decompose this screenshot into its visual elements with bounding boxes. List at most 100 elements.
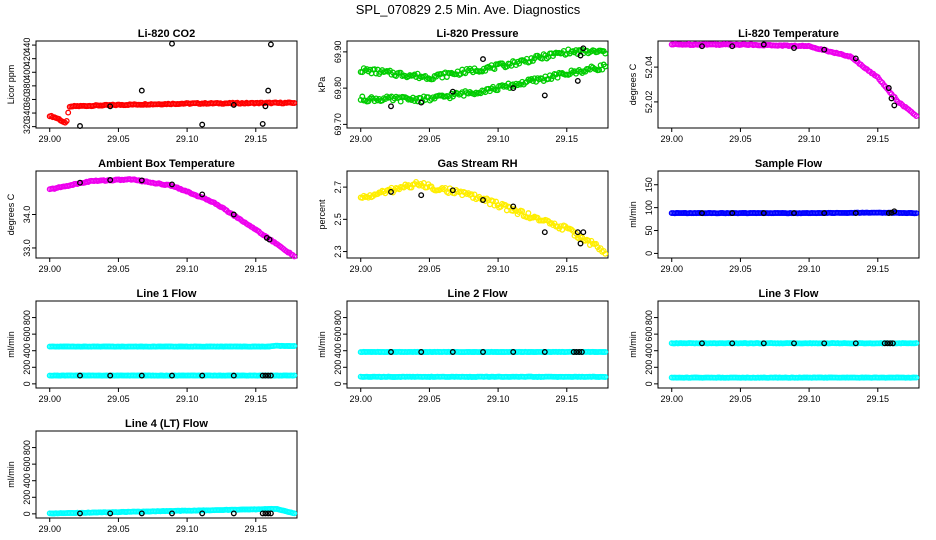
y-tick-label: 440 bbox=[22, 38, 32, 53]
x-tick-label: 29.05 bbox=[418, 134, 441, 144]
panel-line-2-flow: Line 2 Flow 29.00 29.05 29.10 29.15 0 200 40060… bbox=[317, 288, 609, 404]
marker-point bbox=[480, 349, 486, 355]
y-axis-label: Licor ppm bbox=[6, 65, 16, 105]
x-tick-label: 29.05 bbox=[729, 264, 752, 274]
panel-ambient-box-temperature: Ambient Box Temperature 29.00 29.05 29.10 29… bbox=[6, 158, 298, 274]
y-tick-label: 360 bbox=[22, 92, 32, 107]
marker-point bbox=[574, 229, 581, 236]
y-tick-label: 400 bbox=[333, 343, 343, 358]
x-tick-label: 29.05 bbox=[729, 134, 752, 144]
marker-point bbox=[887, 340, 894, 347]
marker-point bbox=[199, 191, 206, 198]
x-tick-label: 29.00 bbox=[349, 264, 372, 274]
panel-gas-stream-rh: Gas Stream RH 29.00 29.05 29.10 29.15 2.3 2.5 2… bbox=[317, 158, 609, 274]
y-axis-label: kPa bbox=[317, 77, 327, 93]
marker-point bbox=[388, 103, 394, 110]
panel-line-4-lt-flow: Line 4 (LT) Flow 29.00 29.05 29.10 29.15 0 200… bbox=[6, 418, 298, 534]
x-tick-label: 29.00 bbox=[660, 264, 683, 274]
marker-point bbox=[230, 510, 237, 517]
x-tick-label: 29.15 bbox=[556, 134, 579, 144]
marker-point bbox=[580, 45, 587, 52]
x-tick-label: 29.00 bbox=[349, 134, 372, 144]
marker-point bbox=[576, 349, 583, 355]
marker-point bbox=[230, 101, 237, 108]
marker-point bbox=[107, 103, 114, 110]
data-point bbox=[291, 253, 298, 260]
y-tick-label: 0 bbox=[22, 511, 32, 516]
marker-point bbox=[791, 340, 797, 347]
panel-title: Li-820 Temperature bbox=[738, 28, 839, 40]
y-tick-label: 320 bbox=[22, 119, 32, 134]
plot-frame bbox=[35, 300, 298, 389]
marker-point bbox=[266, 236, 273, 243]
marker-point bbox=[729, 43, 736, 50]
data-point bbox=[291, 372, 298, 379]
panel-title: Line 2 Flow bbox=[448, 288, 508, 300]
marker-point bbox=[760, 210, 767, 217]
marker-point bbox=[510, 203, 517, 210]
marker-point bbox=[480, 197, 486, 203]
marker-point bbox=[888, 95, 895, 102]
x-tick-label: 29.15 bbox=[245, 524, 268, 534]
marker-point bbox=[884, 340, 891, 347]
x-tick-label: 29.10 bbox=[487, 134, 510, 144]
x-tick-label: 29.00 bbox=[349, 394, 372, 404]
marker-point bbox=[510, 349, 517, 355]
marker-point bbox=[77, 179, 83, 186]
marker-point bbox=[449, 187, 456, 194]
data-point bbox=[291, 343, 298, 349]
data-point bbox=[602, 63, 609, 70]
marker-point bbox=[107, 372, 114, 379]
marker-point bbox=[199, 121, 206, 128]
panel-li-820-pressure: Li-820 Pressure 29.00 29.05 29.10 29.15 69.70… bbox=[317, 28, 609, 144]
y-tick-label: 600 bbox=[22, 327, 32, 342]
y-axis-label: degrees C bbox=[628, 63, 638, 105]
marker-point bbox=[262, 510, 269, 517]
marker-point bbox=[760, 41, 767, 48]
marker-point bbox=[885, 85, 892, 91]
marker-point bbox=[889, 340, 896, 347]
marker-point bbox=[821, 210, 828, 217]
x-tick-label: 29.05 bbox=[107, 264, 130, 274]
data-point bbox=[602, 250, 609, 257]
marker-point bbox=[821, 46, 828, 53]
data-point bbox=[602, 349, 609, 355]
y-axis-label: ml/min bbox=[628, 331, 638, 358]
marker-point bbox=[580, 229, 587, 236]
data-point bbox=[63, 118, 70, 124]
panel-sample-flow: Sample Flow 29.00 29.05 29.10 29.15 0 50 100 150… bbox=[628, 158, 920, 274]
marker-point bbox=[262, 372, 269, 379]
marker-point bbox=[791, 45, 797, 51]
panel-line-3-flow: Line 3 Flow 29.00 29.05 29.10 29.15 0 200 40060… bbox=[628, 288, 920, 404]
panel-li-820-co2: Li-820 CO2 29.00 29.05 29.10 29.15 3203403603… bbox=[6, 28, 298, 144]
panel-title: Ambient Box Temperature bbox=[98, 158, 235, 170]
y-tick-label: 200 bbox=[22, 490, 32, 505]
y-axis-label: ml/min bbox=[317, 331, 327, 358]
marker-point bbox=[138, 177, 145, 184]
marker-point bbox=[418, 349, 425, 355]
y-tick-label: 69.90 bbox=[333, 41, 343, 64]
marker-point bbox=[449, 349, 456, 355]
marker-point bbox=[791, 210, 797, 217]
panel-li-820-temperature: Li-820 Temperature 29.00 29.05 29.10 29.15 52… bbox=[628, 28, 920, 144]
x-tick-label: 29.10 bbox=[176, 524, 199, 534]
data-point bbox=[519, 208, 526, 215]
x-tick-label: 29.10 bbox=[487, 394, 510, 404]
y-axis-label: ml/min bbox=[628, 201, 638, 228]
marker-point bbox=[699, 340, 705, 347]
panel-title: Sample Flow bbox=[755, 158, 823, 170]
plot-frame bbox=[657, 300, 920, 389]
data-point bbox=[913, 210, 920, 217]
y-axis-label: ml/min bbox=[6, 461, 16, 488]
y-tick-label: 400 bbox=[22, 473, 32, 488]
data-point bbox=[525, 210, 532, 217]
y-tick-label: 100 bbox=[644, 200, 654, 215]
marker-point bbox=[729, 210, 736, 217]
marker-point bbox=[574, 77, 581, 84]
x-tick-label: 29.00 bbox=[38, 394, 61, 404]
y-tick-label: 400 bbox=[644, 343, 654, 358]
y-tick-label: 0 bbox=[644, 251, 654, 256]
y-tick-label: 52.04 bbox=[644, 56, 654, 79]
y-tick-label: 800 bbox=[22, 310, 32, 325]
